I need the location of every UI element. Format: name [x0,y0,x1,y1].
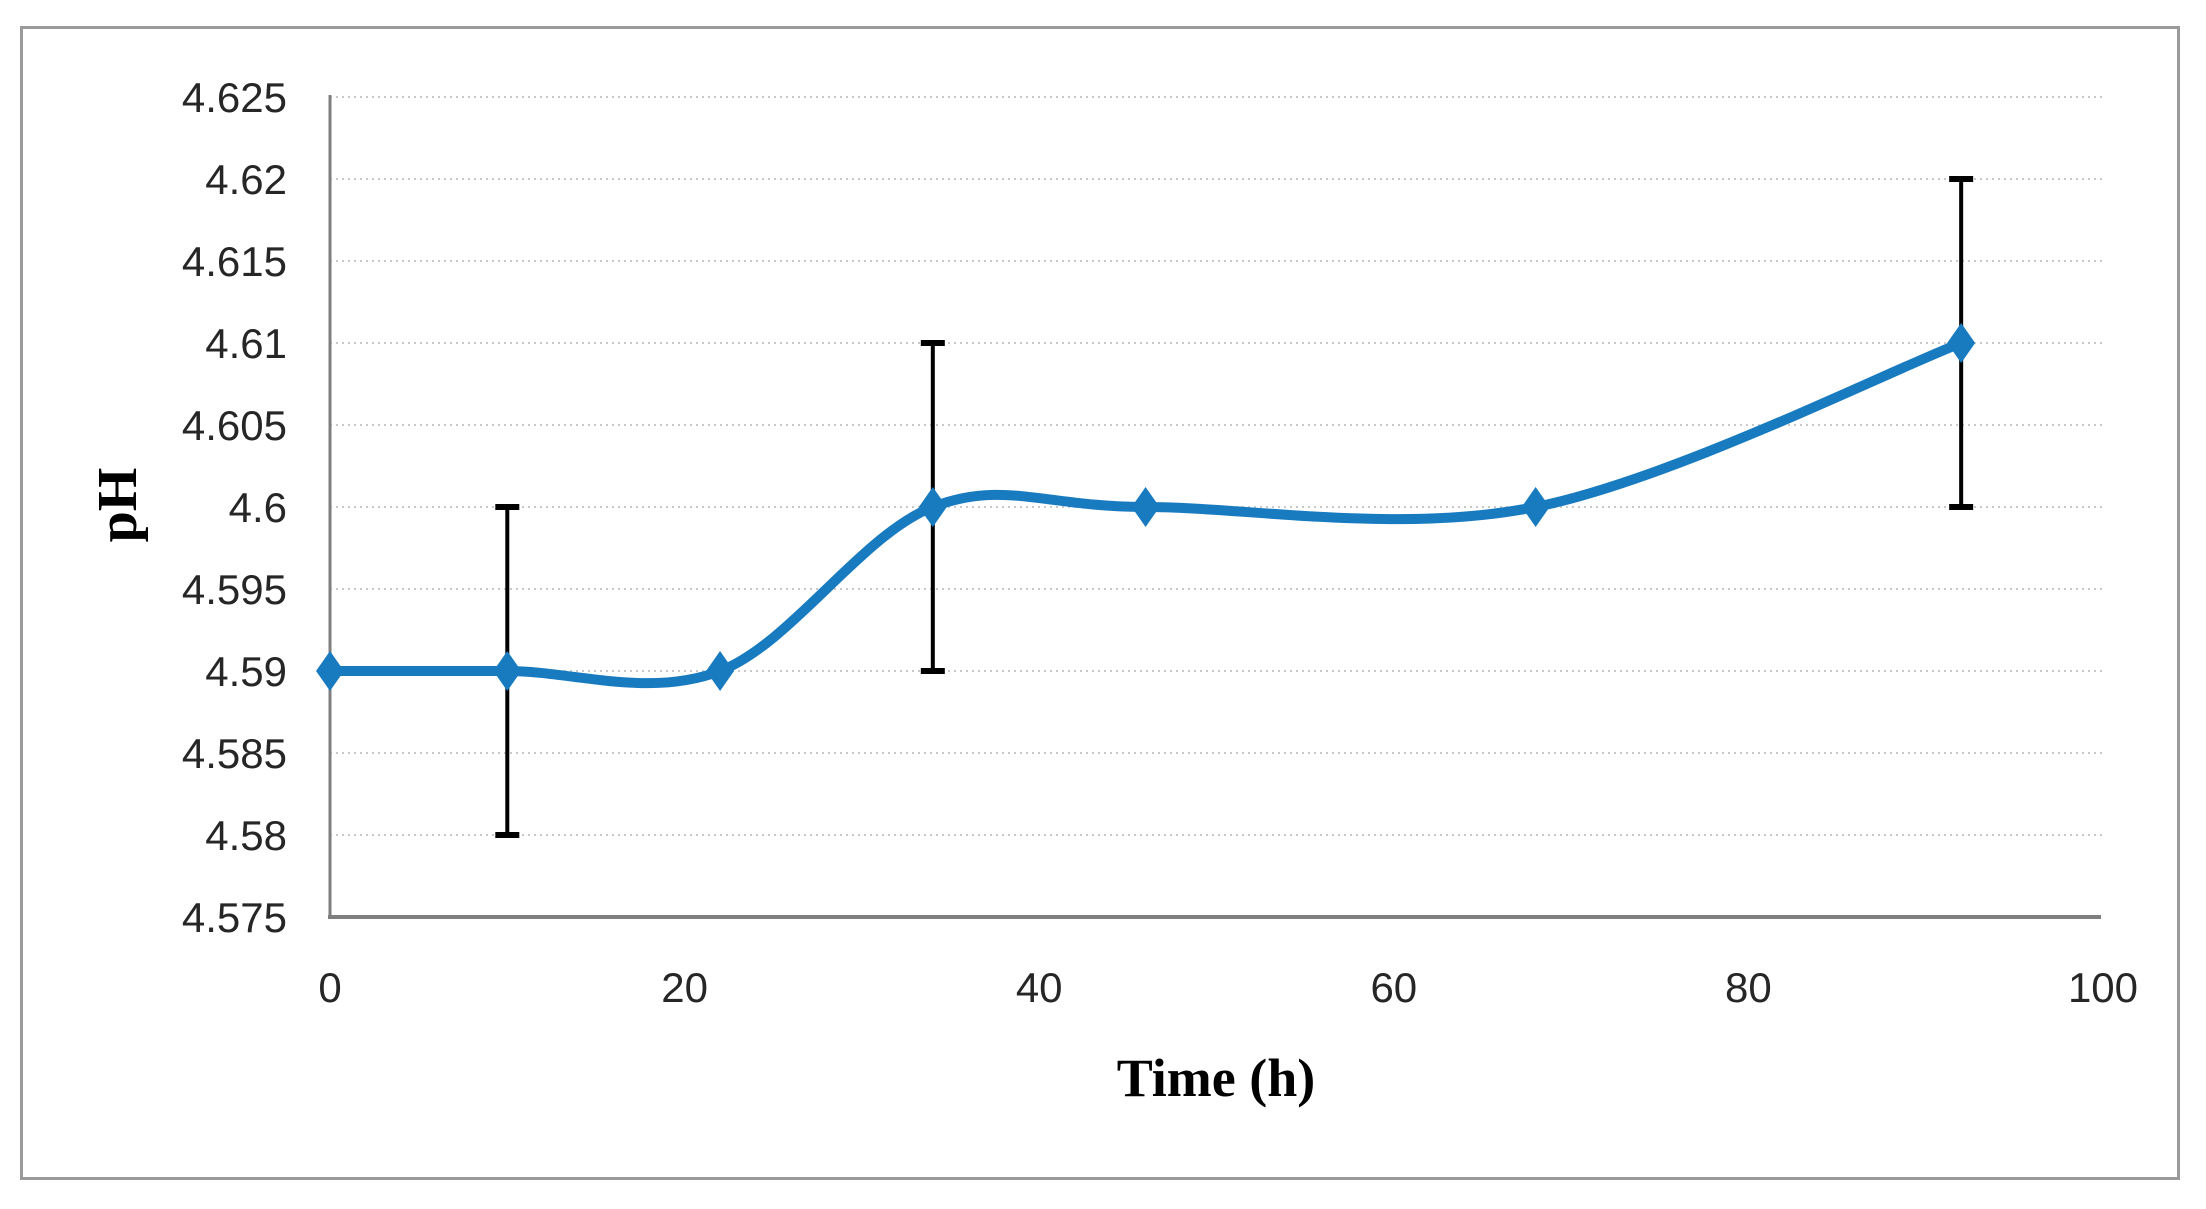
data-point-marker [1521,487,1550,527]
x-tick-label: 100 [2068,964,2138,1011]
y-tick-label: 4.58 [205,812,287,859]
x-tick-label: 60 [1370,964,1417,1011]
x-axis-title: Time (h) [1117,1048,1316,1108]
data-point-markers [316,323,1976,691]
x-tick-labels: 0 20 40 60 80 100 [318,964,2138,1011]
y-tick-label: 4.585 [182,730,287,777]
x-tick-label: 80 [1725,964,1772,1011]
x-tick-label: 20 [661,964,708,1011]
y-tick-label: 4.575 [182,894,287,941]
y-tick-label: 4.595 [182,566,287,613]
data-point-marker [1131,487,1160,527]
y-gridlines [330,96,2103,836]
data-point-marker [1947,323,1976,363]
data-point-marker [316,651,344,691]
y-tick-label: 4.6 [229,484,287,531]
y-tick-label: 4.61 [205,320,287,367]
y-tick-label: 4.59 [205,648,287,695]
y-tick-label: 4.62 [205,156,287,203]
y-axis-title: pH [87,468,149,543]
x-tick-label: 0 [318,964,341,1011]
x-tick-label: 40 [1016,964,1063,1011]
y-tick-labels: 4.575 4.58 4.585 4.59 4.595 4.6 4.605 4.61 4.615… [182,74,287,941]
y-tick-label: 4.625 [182,74,287,121]
data-point-marker [706,651,735,691]
data-point-marker [493,651,522,691]
chart-outer-frame [20,26,2180,1180]
series-line-ph [325,338,1967,689]
y-tick-label: 4.615 [182,238,287,285]
y-tick-label: 4.605 [182,402,287,449]
data-point-marker [918,487,947,527]
